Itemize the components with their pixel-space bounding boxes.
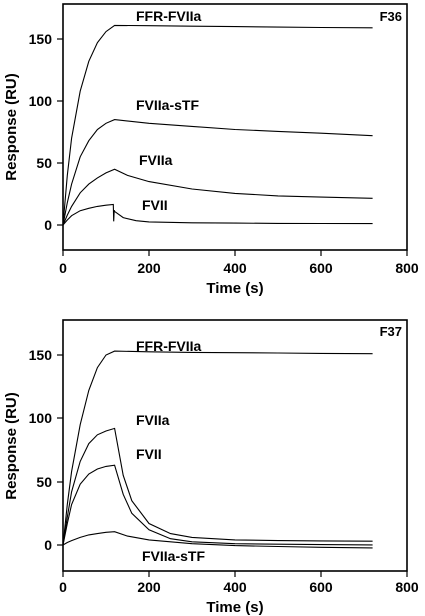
panel-f37-x-tick-label: 0 xyxy=(59,579,67,595)
panel-f37-x-ticks: 0 200 400 600 800 xyxy=(59,571,419,595)
series-label-fviia-stf-f36: FVIIa-sTF xyxy=(136,97,199,113)
panel-f37-y-tick-label: 100 xyxy=(29,410,53,426)
series-line-ffr-fviia-f36 xyxy=(62,24,373,226)
series-line-fviia-f36 xyxy=(62,168,373,226)
panel-f37-x-axis-title: Time (s) xyxy=(206,599,263,616)
panel-f37-x-tick-label: 200 xyxy=(137,579,161,595)
series-line-fvii-f36 xyxy=(62,203,373,226)
series-line-fviia-f37 xyxy=(62,427,373,546)
panel-f36-y-tick-label: 100 xyxy=(29,93,53,109)
panel-f36-x-tick-label: 600 xyxy=(309,260,333,276)
series-line-fviia-stf-f36 xyxy=(62,119,373,226)
series-label-ffr-fviia-f37: FFR-FVIIa xyxy=(136,338,202,354)
panel-f36-x-ticks: 0 200 400 600 800 xyxy=(59,250,419,276)
panel-f36-y-tick-label: 150 xyxy=(29,31,53,47)
panel-f37: F37 0 200 400 600 800 0 50 100 150 Time … xyxy=(3,319,419,616)
panel-f36: F36 0 200 400 600 800 0 50 100 150 Time … xyxy=(3,3,419,297)
series-line-ffr-fviia-f37 xyxy=(62,350,373,546)
panel-f36-x-tick-label: 400 xyxy=(223,260,247,276)
panel-f37-y-ticks: 0 50 100 150 xyxy=(29,347,63,553)
series-label-ffr-fviia-f36: FFR-FVIIa xyxy=(136,8,202,24)
panel-f36-x-tick-label: 200 xyxy=(137,260,161,276)
series-line-fviia-stf-f37 xyxy=(62,531,373,549)
series-label-fviia-f36: FVIIa xyxy=(139,152,173,168)
panel-f37-y-tick-label: 0 xyxy=(44,537,52,553)
panel-f37-x-tick-label: 400 xyxy=(223,579,247,595)
panel-f36-y-tick-label: 0 xyxy=(44,217,52,233)
panel-f36-y-ticks: 0 50 100 150 xyxy=(29,31,63,233)
panel-f36-x-tick-label: 800 xyxy=(395,260,419,276)
series-label-fvii-f37: FVII xyxy=(136,446,162,462)
series-label-fviia-f37: FVIIa xyxy=(136,412,170,428)
panel-f36-x-axis-title: Time (s) xyxy=(206,280,263,297)
panel-f36-x-tick-label: 0 xyxy=(59,260,67,276)
panel-f37-plot-frame xyxy=(62,319,408,572)
panel-f37-y-tick-label: 150 xyxy=(29,347,53,363)
panel-f37-y-axis-title: Response (RU) xyxy=(3,392,20,500)
panel-f37-x-tick-label: 600 xyxy=(309,579,333,595)
panel-f36-y-tick-label: 50 xyxy=(36,155,52,171)
series-line-fvii-f37 xyxy=(62,464,373,546)
panel-f36-label: F36 xyxy=(380,9,402,24)
series-label-fviia-stf-f37: FVIIa-sTF xyxy=(142,548,205,564)
panel-f37-x-tick-label: 800 xyxy=(395,579,419,595)
series-label-fvii-f36: FVII xyxy=(142,197,168,213)
panel-f36-y-axis-title: Response (RU) xyxy=(3,73,20,181)
panel-f37-y-tick-label: 50 xyxy=(36,474,52,490)
panel-f37-label: F37 xyxy=(380,324,402,339)
